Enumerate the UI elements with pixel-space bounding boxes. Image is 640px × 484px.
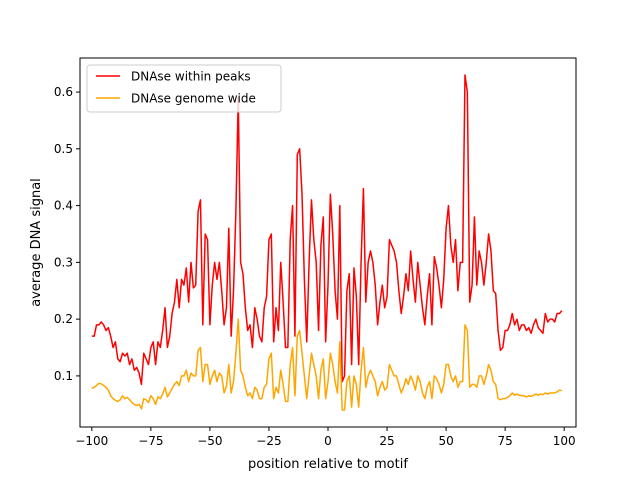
series-line-1 <box>91 318 563 411</box>
series-line-0 <box>91 74 563 386</box>
x-tick-label: −50 <box>197 434 222 448</box>
y-tick-label: 0.4 <box>54 199 73 213</box>
y-tick-label: 0.1 <box>54 369 73 383</box>
y-axis-label: average DNA signal <box>29 178 44 307</box>
x-axis-label: position relative to motif <box>248 457 408 472</box>
x-tick-label: −100 <box>75 434 108 448</box>
x-axis: −100 −75 −50 −25 0 25 50 75 100 <box>75 427 576 448</box>
x-tick-label: 0 <box>324 434 332 448</box>
y-tick-label: 0.5 <box>54 142 73 156</box>
y-tick-label: 0.6 <box>54 85 73 99</box>
x-tick-label: 50 <box>438 434 453 448</box>
x-tick-label: −75 <box>138 434 163 448</box>
legend-entry-0: DNAse within peaks <box>131 70 251 84</box>
x-tick-label: −25 <box>256 434 281 448</box>
x-tick-label: 25 <box>379 434 394 448</box>
series-layer <box>91 74 563 411</box>
legend-box <box>86 64 282 113</box>
y-tick-label: 0.3 <box>54 255 73 269</box>
legend: DNAse within peaks DNAse genome wide <box>86 64 282 113</box>
legend-entry-1: DNAse genome wide <box>131 92 256 106</box>
x-tick-label: 100 <box>553 434 576 448</box>
x-tick-label: 75 <box>498 434 513 448</box>
y-axis: 0.1 0.2 0.3 0.4 0.5 0.6 <box>54 85 80 383</box>
y-tick-label: 0.2 <box>54 312 73 326</box>
